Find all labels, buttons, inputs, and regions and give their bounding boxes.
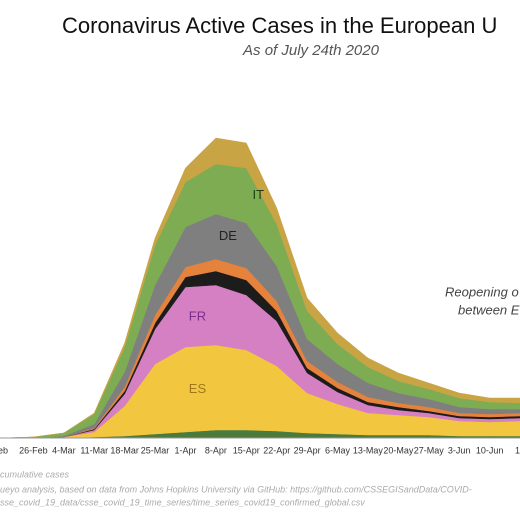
series-label: IT — [253, 187, 265, 202]
series-label: FR — [189, 308, 206, 323]
x-tick-label: 18-Mar — [110, 445, 139, 455]
x-tick-label: 11-Mar — [80, 445, 108, 455]
chart-subtitle: As of July 24th 2020 — [242, 42, 380, 59]
annotation: between E — [458, 302, 520, 317]
x-tick-label: 15-Apr — [233, 445, 260, 455]
x-tick-label: 20-May — [383, 445, 414, 455]
x-tick-label: 22-Apr — [263, 445, 290, 455]
area — [2, 137, 520, 439]
x-tick-label: 3-Jun — [448, 445, 471, 455]
x-tick-label: 4-Mar — [52, 445, 76, 455]
x-tick-label: 13-May — [353, 445, 384, 455]
x-tick-label: 26-Feb — [19, 445, 48, 455]
annotation: Reopening o — [445, 284, 519, 299]
footnote: ueyo analysis, based on data from Johns … — [0, 484, 472, 494]
series-label: DE — [219, 228, 237, 243]
x-tick-label: 6-May — [325, 445, 351, 455]
x-tick-label: 10-Jun — [476, 445, 504, 455]
series-label: ES — [189, 381, 207, 396]
x-tick-label: 8-Apr — [205, 445, 227, 455]
x-tick-label: 25-Mar — [141, 445, 170, 455]
footnote: cumulative cases — [0, 469, 70, 479]
x-tick-label: 27-May — [414, 445, 445, 455]
x-tick-label: eb — [0, 445, 8, 455]
x-tick-label: 1-Apr — [174, 445, 196, 455]
footnote: sse_covid_19_data/csse_covid_19_time_ser… — [0, 497, 365, 507]
x-tick-label: 29-Apr — [294, 445, 321, 455]
chart-title: Coronavirus Active Cases in the European… — [62, 13, 497, 38]
x-tick-label: 17 — [515, 445, 520, 455]
